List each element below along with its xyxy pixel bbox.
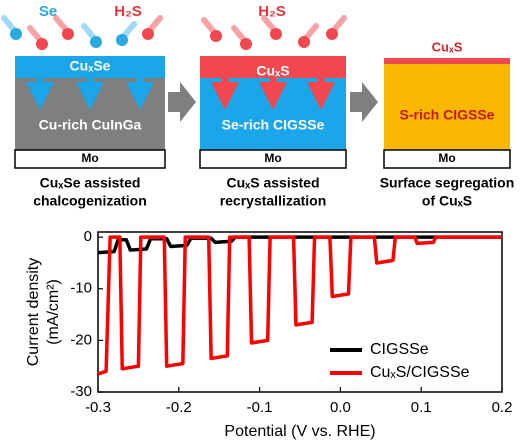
- x-tick-label: -0.3: [85, 399, 111, 416]
- process-arrow: [350, 82, 378, 122]
- y-tick-label: -10: [70, 280, 92, 297]
- data-line: [97, 235, 502, 255]
- layer: [200, 56, 346, 78]
- caption: recrystallization: [220, 193, 327, 209]
- chart: Potential (V vs. RHE) Current density (m…: [25, 228, 512, 440]
- process-arrow: [168, 82, 196, 122]
- y-tick-label: -30: [70, 383, 92, 400]
- layer-label: Cu-rich CuInGa: [39, 117, 142, 133]
- legend-label: CIGSSe: [370, 341, 429, 358]
- x-tick-label: 0.2: [492, 399, 513, 416]
- caption: chalcogenization: [33, 193, 147, 209]
- gas-molecules: [201, 15, 347, 50]
- caption: Surface segregation: [380, 175, 515, 191]
- layer-label: CuₓSe: [70, 58, 111, 74]
- gas-molecules: [1, 15, 163, 50]
- x-tick-label: -0.1: [247, 399, 273, 416]
- panel-3: CuₓS S-rich CIGSSe Mo Surface segregatio…: [380, 39, 515, 208]
- layer-label: CuₓS: [432, 39, 463, 54]
- caption: CuₓSe assisted: [40, 175, 141, 191]
- x-tick-label: 0.1: [411, 399, 432, 416]
- substrate: [383, 149, 511, 169]
- x-tick-label: 0.0: [330, 399, 351, 416]
- substrate: [199, 149, 347, 169]
- diffusion-arrows: [211, 78, 335, 110]
- legend-label: CuₓS/CIGSSe: [370, 364, 470, 381]
- panel-1: Se H₂S CuₓSe Cu-rich CuInGa Mo CuₓSe ass…: [1, 3, 166, 209]
- data-line: [97, 235, 502, 376]
- panel-2: H₂S CuₓS Se-rich CIGSSe Mo CuₓS assisted…: [199, 3, 347, 209]
- layer-label: CuₓS: [256, 63, 289, 79]
- x-axis-label: Potential (V vs. RHE): [224, 423, 375, 440]
- y-tick-label: -20: [70, 331, 92, 348]
- plot-frame: [97, 231, 503, 393]
- substrate-label: Mo: [438, 151, 455, 165]
- substrate-label: Mo: [264, 151, 281, 165]
- diffusion-arrows: [25, 78, 154, 110]
- gas-label: Se: [39, 3, 57, 20]
- layer-label: S-rich CIGSSe: [400, 107, 495, 123]
- substrate-label: Mo: [81, 151, 98, 165]
- layer: [384, 64, 510, 150]
- gas-label: H₂S: [114, 3, 142, 20]
- layer-label: Se-rich CIGSSe: [222, 117, 325, 133]
- y-tick-label: 0: [84, 228, 92, 245]
- x-tick-label: -0.2: [166, 399, 192, 416]
- caption: of CuₓS: [422, 193, 472, 209]
- gas-label: H₂S: [258, 3, 286, 20]
- layer: [384, 58, 510, 64]
- y-axis-label: (mA/cm²): [45, 279, 62, 345]
- caption: CuₓS assisted: [226, 175, 319, 191]
- y-axis-label: Current density: [25, 258, 42, 367]
- layer: [15, 56, 165, 78]
- substrate: [14, 149, 166, 169]
